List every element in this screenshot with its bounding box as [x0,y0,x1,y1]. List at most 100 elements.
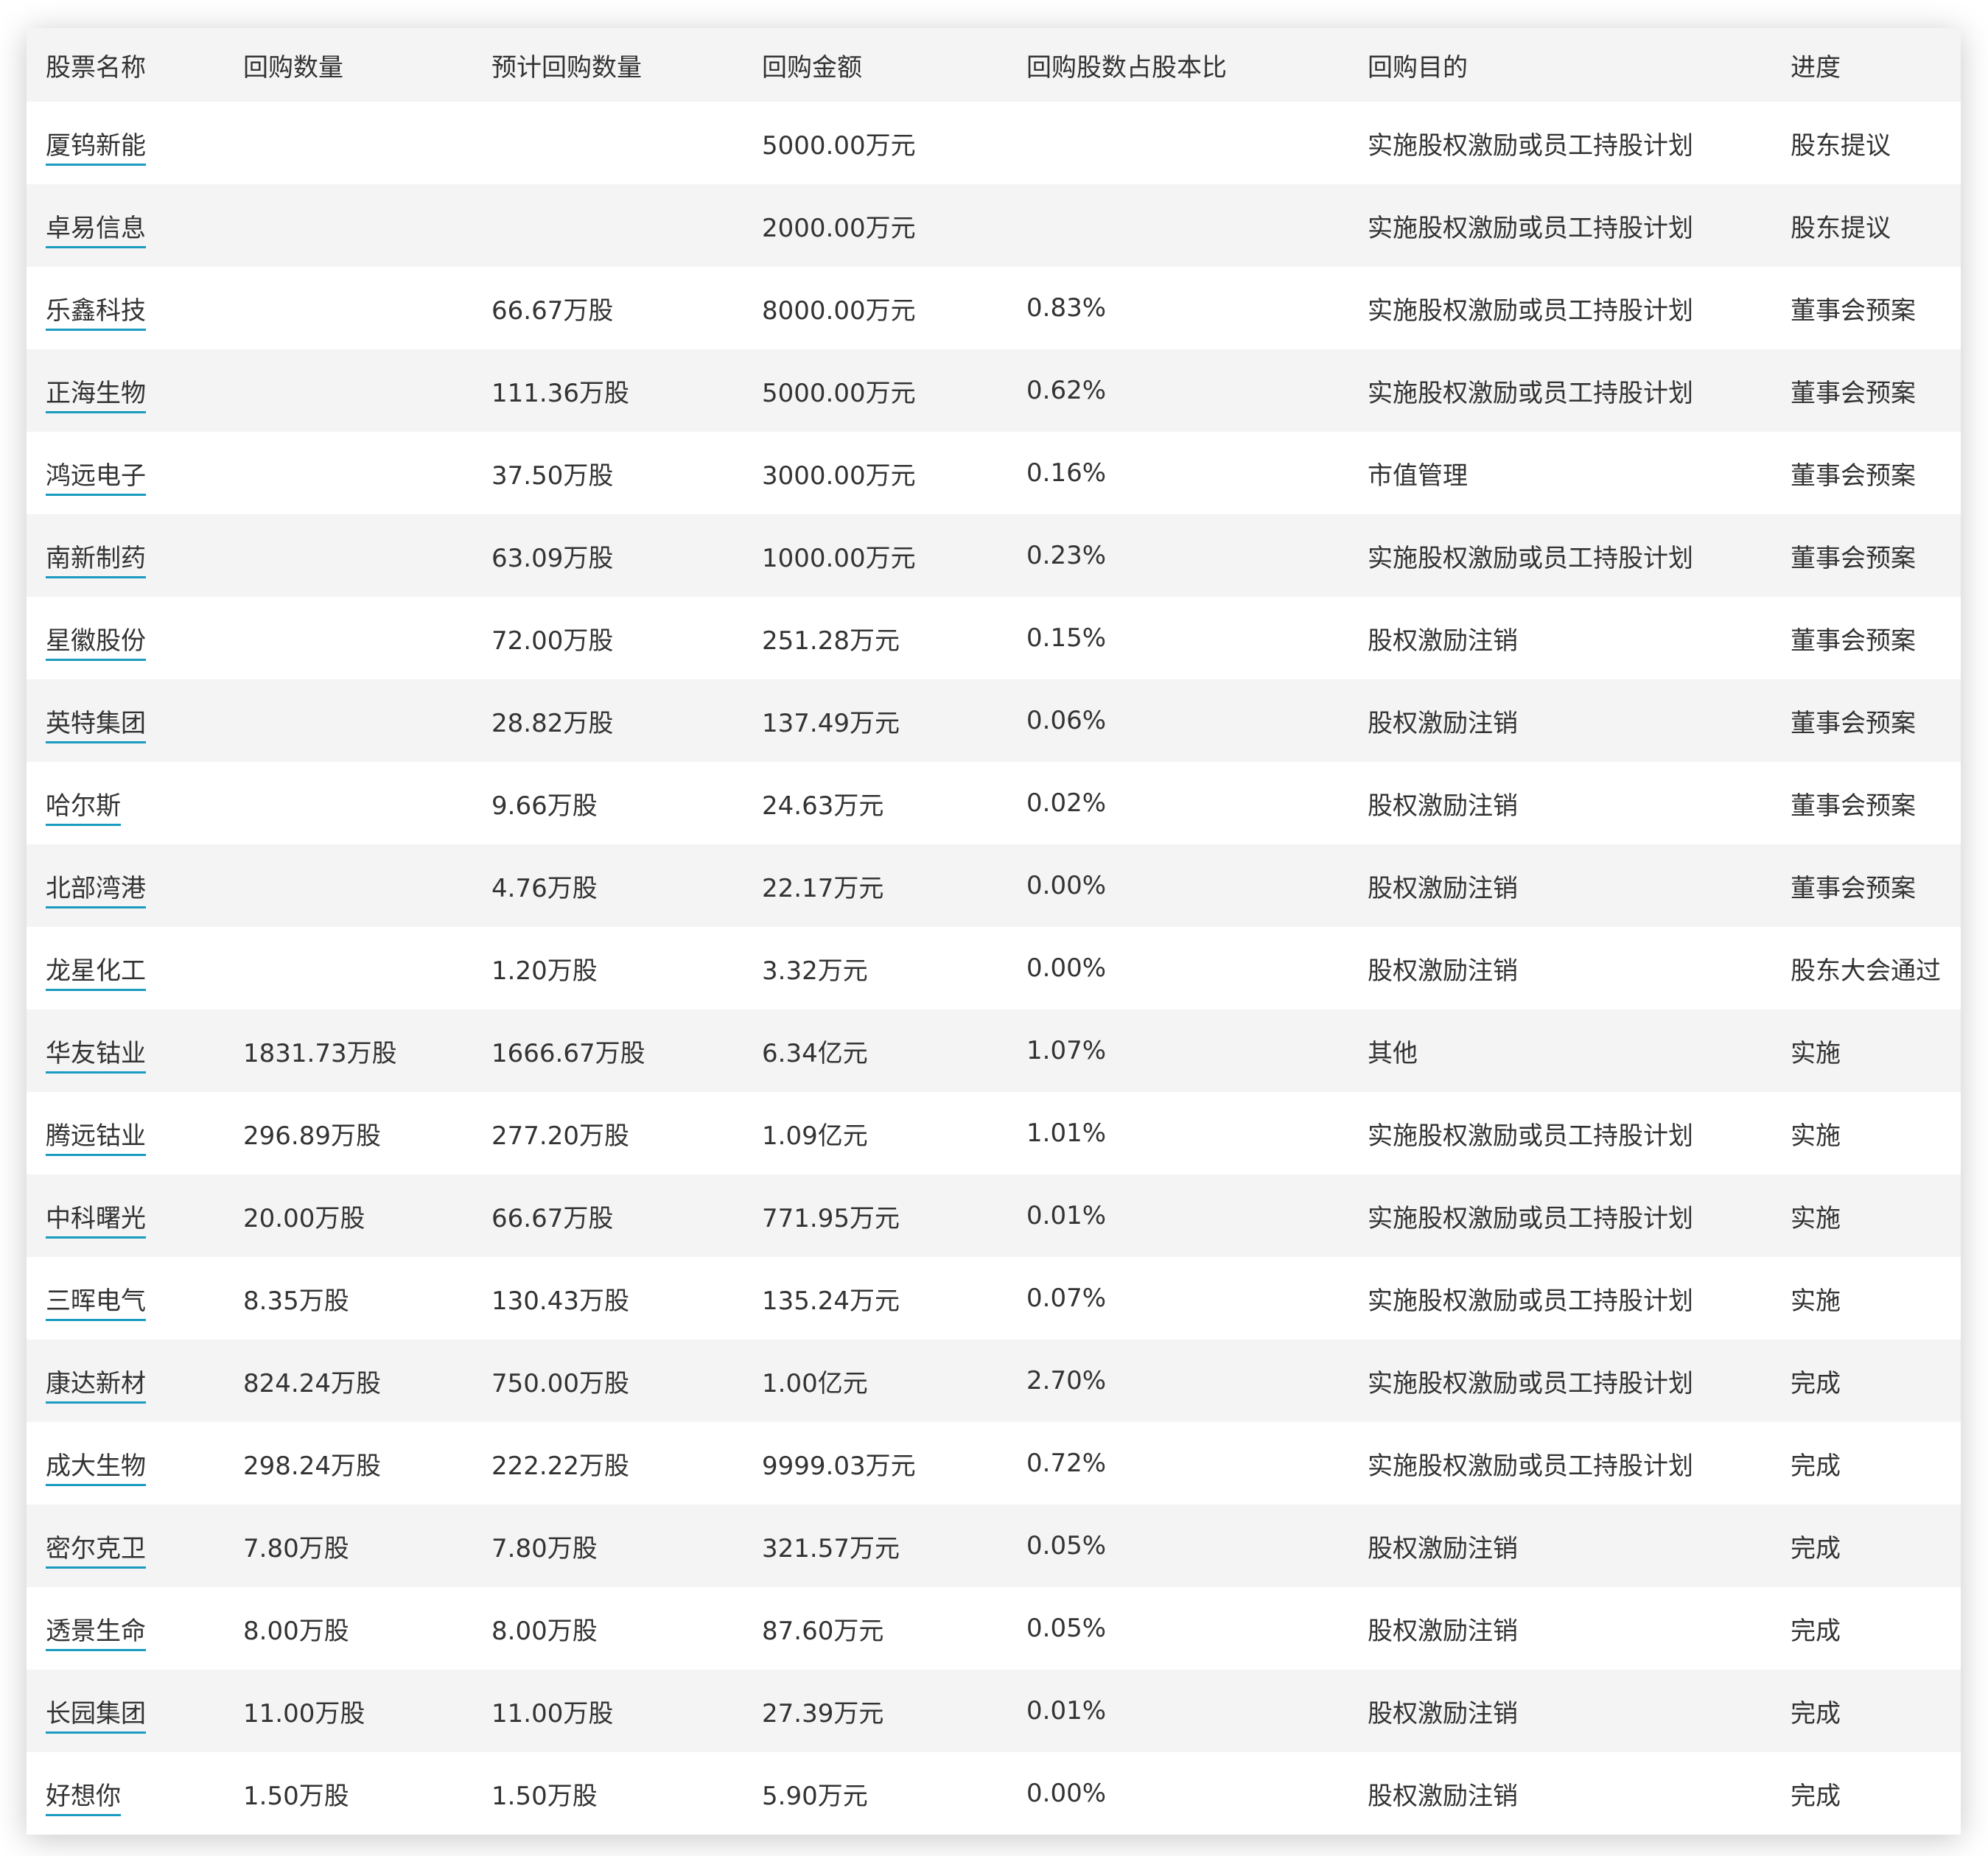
cell-expected-buyback-quantity: 130.43万股 [491,1286,629,1316]
stock-link[interactable]: 厦钨新能 [46,130,146,166]
cell-buyback-quantity [224,349,472,432]
table-row: 龙星化工 1.20万股 3.32万元 0.00% 股权激励注销 股东大会通过 [27,927,1961,1009]
stock-link[interactable]: 星徽股份 [46,626,146,661]
stock-link[interactable]: 哈尔斯 [46,791,121,826]
table-row: 密尔克卫 7.80万股 7.80万股 321.57万元 0.05% 股权激励注销 完成 [27,1505,1961,1587]
cell-buyback-amount: 3.32万元 [762,956,868,986]
stock-link[interactable]: 英特集团 [46,708,146,743]
cell-stock-name: 康达新材 [27,1340,224,1422]
cell-buyback-purpose: 股权激励注销 [1348,1505,1771,1587]
cell-buyback-share-ratio: 0.00% [1026,953,1107,983]
cell-buyback-share-ratio: 1.01% [1026,1118,1107,1148]
cell-buyback-quantity: 8.35万股 [243,1286,349,1316]
table-row: 腾远钴业 296.89万股 277.20万股 1.09亿元 1.01% 实施股权激励或员工… [27,1092,1961,1174]
cell-expected-buyback-quantity: 66.67万股 [491,295,614,326]
buyback-table: 股票名称 回购数量 预计回购数量 回购金额 回购股数占股本比 回购目的 进度 厦钨新能 500… [27,28,1961,1835]
cell-buyback-purpose: 股权激励注销 [1348,844,1771,927]
cell-stock-name: 成大生物 [27,1422,224,1505]
cell-expected-buyback-quantity: 8.00万股 [491,1616,598,1646]
cell-buyback-amount: 87.60万元 [762,1616,884,1646]
cell-buyback-purpose: 实施股权激励或员工持股计划 [1348,184,1771,267]
cell-buyback-share-ratio: 0.02% [1026,788,1107,818]
cell-buyback-quantity [224,679,472,762]
cell-stock-name: 龙星化工 [27,927,224,1009]
stock-link[interactable]: 成大生物 [46,1451,146,1486]
stock-link[interactable]: 龙星化工 [46,956,146,991]
cell-buyback-amount: 5.90万元 [762,1781,868,1811]
cell-buyback-purpose: 其他 [1348,1009,1771,1092]
cell-progress: 股东大会通过 [1791,956,1941,986]
stock-link[interactable]: 正海生物 [46,378,146,413]
cell-buyback-amount: 251.28万元 [762,626,900,656]
cell-buyback-purpose: 实施股权激励或员工持股计划 [1348,1174,1771,1257]
cell-buyback-share-ratio: 0.62% [1007,349,1348,432]
stock-link[interactable]: 三晖电气 [46,1286,146,1321]
cell-buyback-share-ratio: 0.16% [1026,458,1107,488]
stock-link[interactable]: 华友钴业 [46,1038,146,1074]
stock-link[interactable]: 中科曙光 [46,1203,146,1239]
cell-buyback-purpose: 实施股权激励或员工持股计划 [1348,514,1771,597]
table-row: 哈尔斯 9.66万股 24.63万元 0.02% 股权激励注销 董事会预案 [27,762,1961,844]
stock-link[interactable]: 鸿远电子 [46,461,146,496]
cell-expected-buyback-quantity: 11.00万股 [472,1670,743,1752]
stock-link[interactable]: 透景生命 [46,1616,146,1651]
column-header-buyback-purpose: 回购目的 [1348,28,1771,102]
cell-expected-buyback-quantity: 1.20万股 [491,956,598,986]
cell-buyback-share-ratio: 1.07% [1007,1009,1348,1092]
table-row: 鸿远电子 37.50万股 3000.00万元 0.16% 市值管理 董事会预案 [27,432,1961,514]
cell-expected-buyback-quantity: 66.67万股 [472,1174,743,1257]
cell-buyback-purpose: 股权激励注销 [1348,679,1771,762]
cell-buyback-amount: 771.95万元 [743,1174,1007,1257]
cell-buyback-purpose: 市值管理 [1368,461,1468,491]
stock-link[interactable]: 好想你 [46,1781,121,1816]
cell-expected-buyback-quantity: 111.36万股 [472,349,743,432]
cell-buyback-quantity [224,184,472,267]
cell-expected-buyback-quantity [472,184,743,267]
stock-link[interactable]: 腾远钴业 [46,1121,146,1156]
cell-buyback-purpose: 股权激励注销 [1348,1670,1771,1752]
cell-progress: 董事会预案 [1791,461,1916,491]
cell-buyback-purpose: 股权激励注销 [1368,791,1518,821]
stock-link[interactable]: 密尔克卫 [46,1533,146,1569]
cell-buyback-amount: 5000.00万元 [762,130,916,161]
cell-buyback-share-ratio: 0.05% [1026,1614,1107,1643]
cell-progress: 完成 [1791,1616,1841,1646]
cell-buyback-amount: 8000.00万元 [762,295,916,326]
cell-buyback-purpose: 股权激励注销 [1368,956,1518,986]
cell-stock-name: 密尔克卫 [27,1505,224,1587]
cell-buyback-quantity: 296.89万股 [243,1121,381,1151]
cell-buyback-amount: 24.63万元 [762,791,884,821]
table-row: 北部湾港 4.76万股 22.17万元 0.00% 股权激励注销 董事会预案 [27,844,1961,927]
table-row: 星徽股份 72.00万股 251.28万元 0.15% 股权激励注销 董事会预案 [27,597,1961,679]
cell-buyback-quantity [224,102,472,184]
stock-link[interactable]: 乐鑫科技 [46,295,146,331]
cell-progress: 董事会预案 [1771,844,1961,927]
cell-progress: 董事会预案 [1791,626,1916,656]
cell-buyback-purpose: 股权激励注销 [1368,626,1518,656]
stock-link[interactable]: 北部湾港 [46,873,146,908]
stock-link[interactable]: 长园集团 [46,1698,146,1734]
cell-buyback-share-ratio: 0.07% [1026,1284,1107,1313]
cell-stock-name: 南新制药 [27,514,224,597]
cell-buyback-share-ratio: 2.70% [1007,1340,1348,1422]
cell-buyback-amount: 22.17万元 [743,844,1007,927]
stock-link[interactable]: 康达新材 [46,1368,146,1404]
cell-buyback-share-ratio: 0.72% [1026,1449,1107,1478]
cell-buyback-share-ratio: 0.05% [1007,1505,1348,1587]
cell-expected-buyback-quantity: 63.09万股 [472,514,743,597]
cell-buyback-purpose: 实施股权激励或员工持股计划 [1348,1340,1771,1422]
cell-buyback-amount: 5000.00万元 [743,349,1007,432]
column-header-buyback-share-ratio: 回购股数占股本比 [1007,28,1348,102]
cell-progress: 董事会预案 [1771,514,1961,597]
cell-stock-name: 英特集团 [27,679,224,762]
table-row: 中科曙光 20.00万股 66.67万股 771.95万元 0.01% 实施股权激励或员工… [27,1174,1961,1257]
cell-progress: 完成 [1791,1451,1841,1481]
cell-buyback-quantity [224,514,472,597]
stock-link[interactable]: 卓易信息 [46,213,146,248]
table-row: 卓易信息 2000.00万元 实施股权激励或员工持股计划 股东提议 [27,184,1961,267]
cell-buyback-amount: 1.09亿元 [762,1121,868,1151]
cell-expected-buyback-quantity: 1666.67万股 [472,1009,743,1092]
cell-expected-buyback-quantity [472,102,743,184]
cell-expected-buyback-quantity: 277.20万股 [491,1121,629,1151]
stock-link[interactable]: 南新制药 [46,543,146,578]
